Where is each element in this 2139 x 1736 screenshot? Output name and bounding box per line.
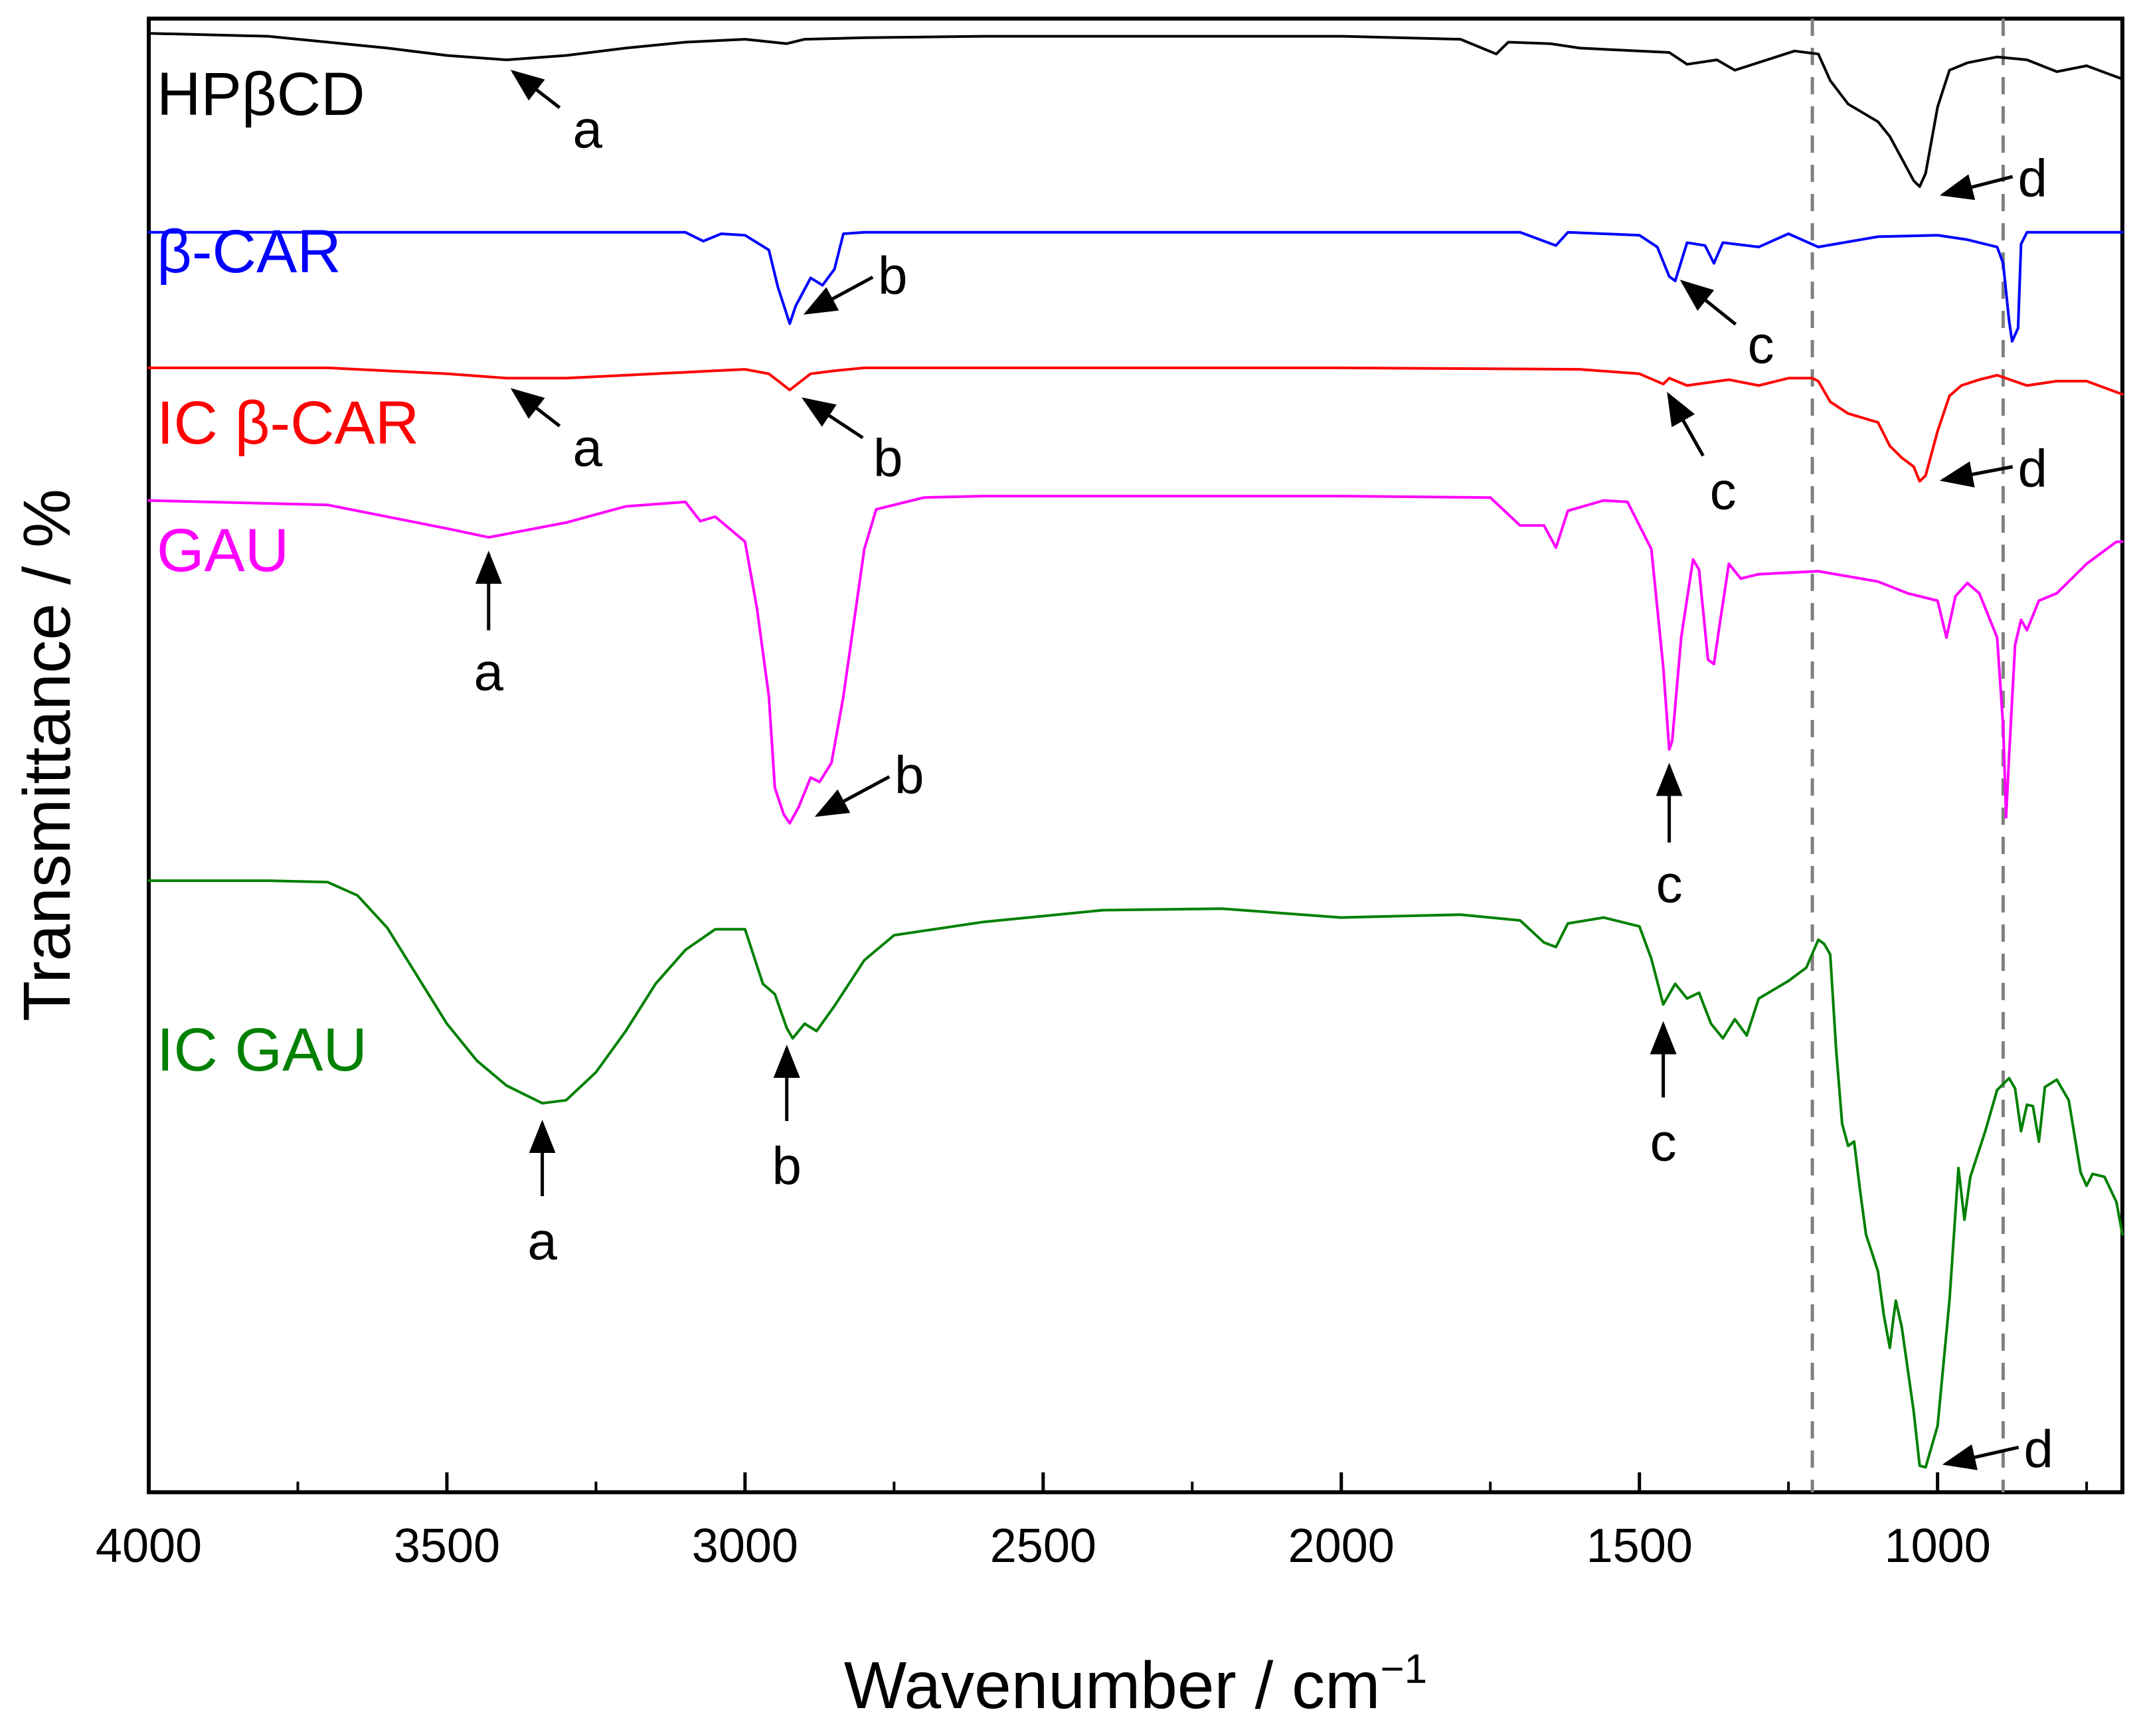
series-line-hpbetacd — [147, 32, 2124, 188]
annotation-arrow-hpbetacd-a — [510, 70, 561, 110]
annotation-label-ic-beta-car-b: b — [873, 428, 903, 487]
annotation-label-ic-beta-car-a: a — [572, 418, 602, 477]
annotation-label-ic-beta-car-d: d — [2017, 439, 2047, 498]
annotation-arrow-ic-beta-car-d — [1939, 461, 2013, 487]
x-tick-label-3500: 3500 — [394, 1519, 500, 1573]
annotation-label-gau-b: b — [895, 746, 924, 805]
annotation-arrow-ic-gau-d — [1942, 1444, 2019, 1470]
series-group — [147, 32, 2124, 1469]
series-line-gau — [147, 495, 2124, 825]
series-line-ic-gau — [147, 879, 2124, 1469]
plot-frame — [147, 17, 2124, 1494]
series-line-beta-car — [147, 230, 2124, 343]
x-tick-label-2500: 2500 — [990, 1519, 1096, 1573]
annotation-arrow-hpbetacd-d — [1939, 174, 2013, 201]
series-labels: HPβCD β-CAR IC β-CAR GAU IC GAU — [157, 60, 419, 1084]
annotation-arrow-beta-car-b — [803, 276, 874, 315]
x-axis-title: Wavenumber / cm−1 — [844, 1646, 1427, 1723]
annotation-arrow-ic-beta-car-b — [802, 397, 864, 440]
annotation-label-ic-gau-b: b — [772, 1136, 802, 1195]
x-axis-title-text: Wavenumber / cm — [844, 1648, 1381, 1723]
annotation-label-gau-a: a — [474, 642, 504, 701]
annotation-label-ic-beta-car-c: c — [1710, 461, 1737, 520]
annotation-label-beta-car-b: b — [878, 246, 908, 305]
series-label-hpbetacd: HPβCD — [157, 60, 365, 128]
annotation-arrow-ic-beta-car-c — [1667, 391, 1705, 457]
annotation-label-hpbetacd-a: a — [572, 100, 602, 159]
annotation-label-ic-gau-d: d — [2023, 1419, 2053, 1478]
annotation-label-ic-gau-c: c — [1650, 1113, 1677, 1172]
annotations: a d b c a b c d a b c a b c d — [474, 70, 2053, 1478]
series-label-gau: GAU — [157, 517, 289, 584]
reference-lines — [1810, 19, 2005, 1492]
annotation-label-gau-c: c — [1656, 855, 1683, 914]
y-axis-title: Transmittance / % — [10, 489, 84, 1021]
x-axis: 4000 3500 3000 2500 2000 1500 1000 — [96, 1472, 2089, 1573]
series-label-beta-car: β-CAR — [157, 218, 341, 286]
series-label-ic-gau: IC GAU — [157, 1016, 367, 1084]
annotation-arrow-ic-beta-car-a — [510, 388, 561, 428]
x-axis-title-superscript: −1 — [1380, 1646, 1427, 1692]
annotation-arrow-beta-car-c — [1679, 280, 1737, 326]
series-line-ic-beta-car — [147, 366, 2124, 483]
x-tick-label-3000: 3000 — [692, 1519, 798, 1573]
annotation-label-hpbetacd-d: d — [2017, 149, 2047, 208]
annotation-label-beta-car-c: c — [1748, 315, 1774, 374]
x-tick-label-2000: 2000 — [1288, 1519, 1395, 1573]
plot-area: a d b c a b c d a b c a b c d HPβCD β-CAR IC β-CAR GAU IC … — [147, 17, 2124, 1494]
x-tick-label-4000: 4000 — [96, 1519, 202, 1573]
annotation-label-ic-gau-a: a — [527, 1211, 557, 1270]
annotation-arrow-gau-b — [814, 775, 891, 817]
x-tick-label-1000: 1000 — [1885, 1519, 1991, 1573]
x-tick-label-1500: 1500 — [1586, 1519, 1693, 1573]
series-label-ic-beta-car: IC β-CAR — [157, 389, 419, 457]
